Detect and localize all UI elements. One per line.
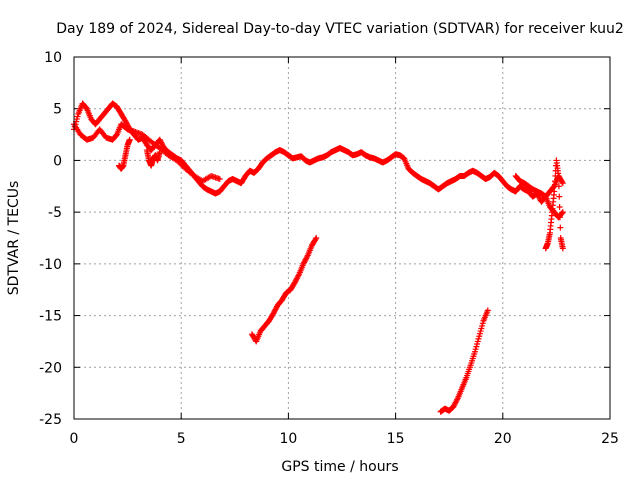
plot-frame [73, 56, 611, 420]
data-point [313, 235, 320, 241]
x-axis-label: GPS time / hours [281, 459, 398, 475]
y-tick-label: 5 [53, 102, 62, 118]
data-point [551, 188, 558, 195]
data-point [556, 214, 563, 221]
y-tick-label: -15 [39, 309, 62, 325]
series-late-branch [512, 172, 566, 200]
y-tick-label: 0 [53, 153, 62, 169]
x-tick-label: 25 [601, 431, 619, 447]
data-point [295, 272, 302, 279]
y-tick-label: -10 [39, 257, 62, 273]
data-point [454, 396, 461, 403]
data-point [556, 203, 563, 210]
series-segment-8-11h [248, 235, 320, 345]
series-dip-2h [116, 136, 133, 172]
x-tick-label: 15 [387, 431, 405, 447]
series-segment-17-19h [437, 307, 491, 415]
y-axis-label: SDTVAR / TECUs [6, 181, 22, 296]
data-point [559, 178, 566, 185]
data-point [126, 136, 133, 143]
data-point [559, 209, 566, 216]
x-tick-label: 5 [177, 431, 186, 447]
chart-title: Day 189 of 2024, Sidereal Day-to-day VTE… [56, 21, 624, 37]
y-tick-label: -20 [39, 360, 62, 376]
data-point [555, 172, 562, 179]
x-tick-label: 0 [70, 431, 79, 447]
data-point [156, 149, 163, 156]
data-point [551, 178, 558, 185]
data-point [556, 193, 563, 200]
y-tick-label: 10 [44, 50, 62, 66]
data-point [559, 210, 566, 217]
series-dip-3.5h [143, 147, 163, 169]
y-tick-label: -5 [48, 205, 62, 221]
data-point [559, 245, 566, 252]
x-tick-label: 20 [494, 431, 512, 447]
axis-ticks: 0 5 10 15 20 25 -25 -20 -15 -10 -5 0 5 10 [39, 50, 619, 447]
series-main [71, 100, 566, 221]
data-points [71, 100, 566, 415]
data-point [484, 307, 491, 314]
y-tick-label: -25 [39, 412, 62, 428]
data-point [216, 176, 223, 183]
data-point [312, 236, 319, 243]
data-point [303, 253, 310, 260]
data-point [555, 183, 562, 190]
data-point [559, 180, 566, 187]
data-point [557, 224, 564, 231]
x-tick-label: 10 [279, 431, 297, 447]
series-late-spike [542, 157, 566, 252]
grid-lines [74, 57, 610, 419]
